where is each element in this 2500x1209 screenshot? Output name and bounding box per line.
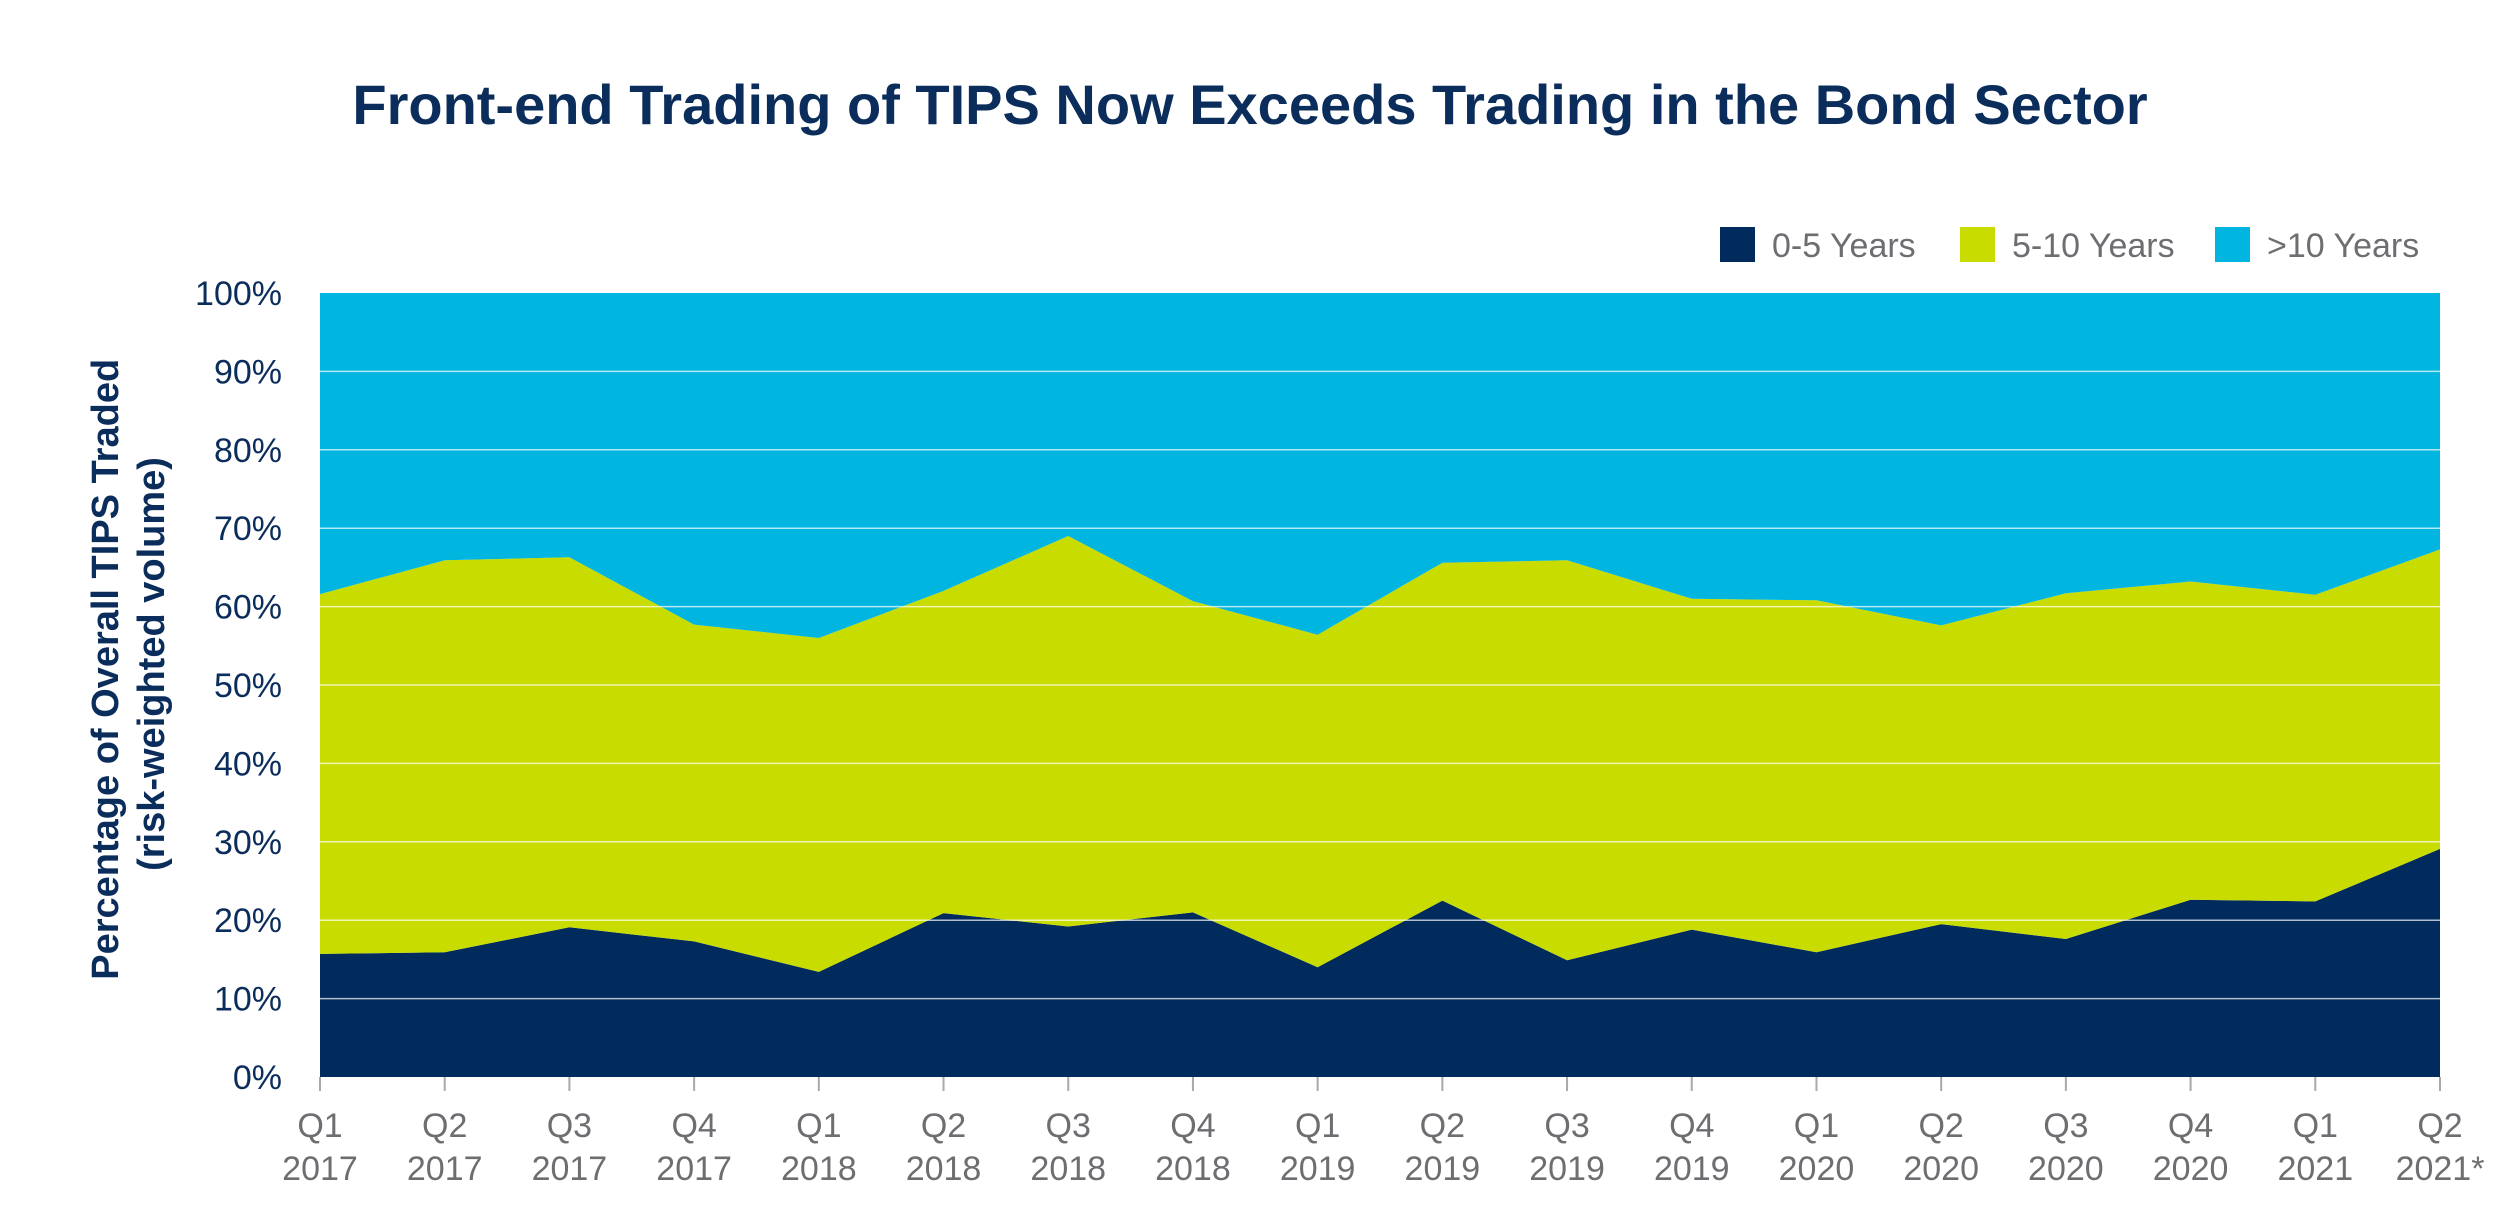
x-tick-quarter: Q4 [1669, 1107, 1714, 1145]
x-tick-quarter: Q2 [921, 1107, 966, 1145]
x-tick-quarter: Q4 [1170, 1107, 1215, 1145]
legend-label: >10 Years [2267, 227, 2419, 265]
area-series-1 [320, 848, 2440, 1077]
x-tick-year: 2018 [781, 1150, 857, 1188]
x-tick-quarter: Q1 [297, 1107, 342, 1145]
y-tick-label: 90% [214, 353, 282, 391]
chart-title: Front-end Trading of TIPS Now Exceeds Tr… [352, 73, 2147, 136]
y-tick-label: 20% [214, 902, 282, 940]
y-tick-label: 30% [214, 824, 282, 862]
x-tick-year: 2018 [1155, 1150, 1231, 1188]
x-tick-year: 2017 [282, 1150, 358, 1188]
x-tick-year: 2018 [906, 1150, 982, 1188]
x-tick-year: 2020 [1779, 1150, 1855, 1188]
area-series-3 [320, 293, 2440, 638]
legend-swatch [1720, 227, 1755, 262]
y-tick-label: 100% [195, 275, 282, 313]
y-tick-label: 80% [214, 432, 282, 470]
legend-label: 0-5 Years [1772, 227, 1916, 265]
x-tick-quarter: Q3 [547, 1107, 592, 1145]
y-axis-label-line2: (risk-weighted volume) [131, 457, 173, 871]
legend: 0-5 Years 5-10 Years >10 Years [1720, 227, 2419, 265]
y-tick-label: 60% [214, 589, 282, 627]
gridlines [320, 370, 2440, 1000]
x-tick-year: 2021* [2396, 1150, 2485, 1188]
x-tick-quarter: Q1 [1794, 1107, 1839, 1145]
y-axis-ticks: 0% 10% 20% 30% 40% 50% 60% 70% 80% 90% 100% [195, 275, 282, 1097]
legend-label: 5-10 Years [2012, 227, 2175, 265]
plot-area [320, 293, 2440, 1077]
area-series-2 [320, 536, 2440, 972]
x-tick-quarter: Q3 [2043, 1107, 2088, 1145]
x-tick-year: 2019 [1654, 1150, 1730, 1188]
x-tick-year: 2019 [1529, 1150, 1605, 1188]
x-tick-year: 2019 [1405, 1150, 1481, 1188]
x-tick-year: 2020 [2028, 1150, 2104, 1188]
y-axis-label: Percentage of Overall TIPS Traded (risk-… [85, 348, 173, 979]
x-tick-quarter: Q1 [2293, 1107, 2338, 1145]
x-tick-year: 2020 [1903, 1150, 1979, 1188]
x-tick-year: 2017 [407, 1150, 483, 1188]
x-tick-quarter: Q2 [2417, 1107, 2462, 1145]
x-tick-quarter: Q1 [796, 1107, 841, 1145]
y-tick-label: 70% [214, 510, 282, 548]
x-tick-year: 2017 [656, 1150, 732, 1188]
y-tick-label: 10% [214, 981, 282, 1019]
x-tick-quarter: Q4 [671, 1107, 716, 1145]
x-axis-ticks: Q1 2017 Q2 2017 Q3 2017 Q4 2017 Q1 2018 Q2 2018 Q3 20… [282, 1077, 2484, 1188]
x-tick-year: 2021 [2277, 1150, 2353, 1188]
x-tick-year: 2017 [532, 1150, 608, 1188]
x-tick-quarter: Q3 [1046, 1107, 1091, 1145]
x-tick-quarter: Q2 [422, 1107, 467, 1145]
y-tick-label: 50% [214, 667, 282, 705]
legend-swatch [2215, 227, 2250, 262]
x-tick-quarter: Q2 [1420, 1107, 1465, 1145]
x-tick-year: 2019 [1280, 1150, 1356, 1188]
x-tick-quarter: Q1 [1295, 1107, 1340, 1145]
x-tick-quarter: Q3 [1544, 1107, 1589, 1145]
y-axis-label-line1: Percentage of Overall TIPS Traded [85, 359, 127, 980]
x-tick-quarter: Q2 [1918, 1107, 1963, 1145]
x-tick-year: 2020 [2153, 1150, 2229, 1188]
x-tick-year: 2018 [1030, 1150, 1106, 1188]
y-tick-label: 0% [233, 1059, 282, 1097]
area-series-group [320, 293, 2440, 1077]
legend-swatch [1960, 227, 1995, 262]
y-tick-label: 40% [214, 745, 282, 783]
x-tick-quarter: Q4 [2168, 1107, 2213, 1145]
